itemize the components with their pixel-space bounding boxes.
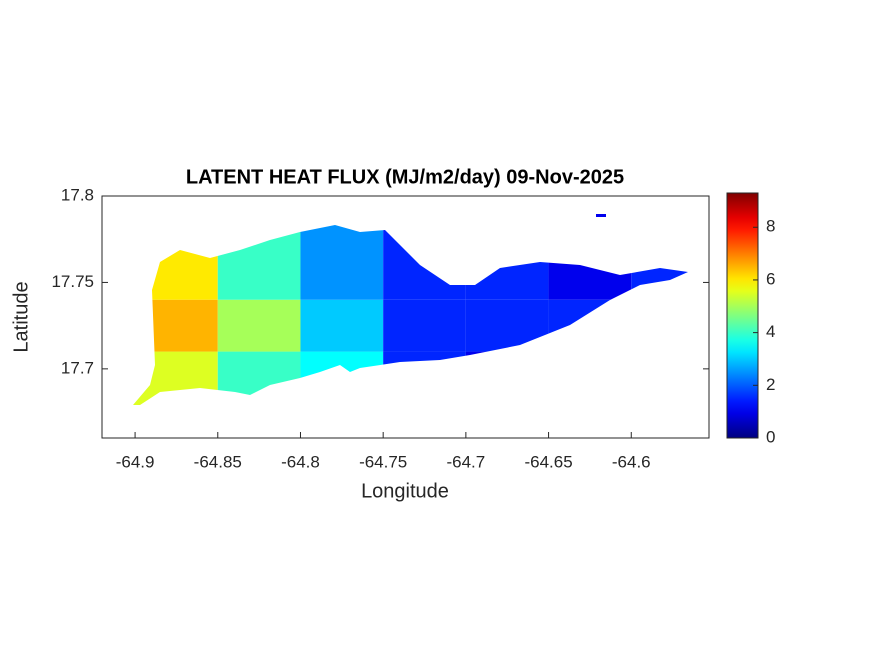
colorbar-tick-label: 6 [766,269,775,288]
chart-title: LATENT HEAT FLUX (MJ/m2/day) 09-Nov-2025 [186,166,624,188]
heat-cell [300,214,384,300]
heat-cell [631,214,688,300]
heat-cell [383,299,466,352]
heat-cell [133,299,218,352]
y-tick-label: 17.7 [61,358,94,377]
heat-cell [217,299,301,352]
heat-cell [465,351,549,405]
x-tick-label: -64.8 [281,452,320,471]
heat-cell [300,351,384,405]
colorbar [726,192,759,439]
heat-cell [300,299,384,352]
x-tick-label: -64.9 [116,452,155,471]
heat-cell [631,299,688,352]
heat-cell [133,214,218,300]
x-tick-label: -64.6 [612,452,651,471]
heat-cell [631,351,688,405]
x-axis-label: Longitude [361,480,449,502]
heatmap [133,214,688,405]
heat-cell [548,214,632,300]
axes-box [101,195,710,439]
x-tick-label: -64.75 [359,452,407,471]
colorbar-tick-label: 4 [766,322,775,341]
y-tick-label: 17.8 [61,185,94,204]
heat-cell [383,351,466,405]
colorbar-tick-label: 0 [766,427,775,446]
x-tick-label: -64.85 [194,452,242,471]
y-axis-label: Latitude [10,281,32,352]
colorbar-tick-label: 2 [766,375,775,394]
heat-cell [133,351,218,405]
heat-cell [217,351,301,405]
heat-cell [383,214,466,300]
heat-cell [217,214,301,300]
colorbar-tick-label: 8 [766,217,775,236]
x-tick-label: -64.7 [446,452,485,471]
x-tick-label: -64.65 [524,452,572,471]
heat-cell [548,351,632,405]
heat-cell [465,299,549,352]
y-tick-label: 17.75 [51,272,94,291]
heat-cell [465,214,549,300]
heat-cell [548,299,632,352]
